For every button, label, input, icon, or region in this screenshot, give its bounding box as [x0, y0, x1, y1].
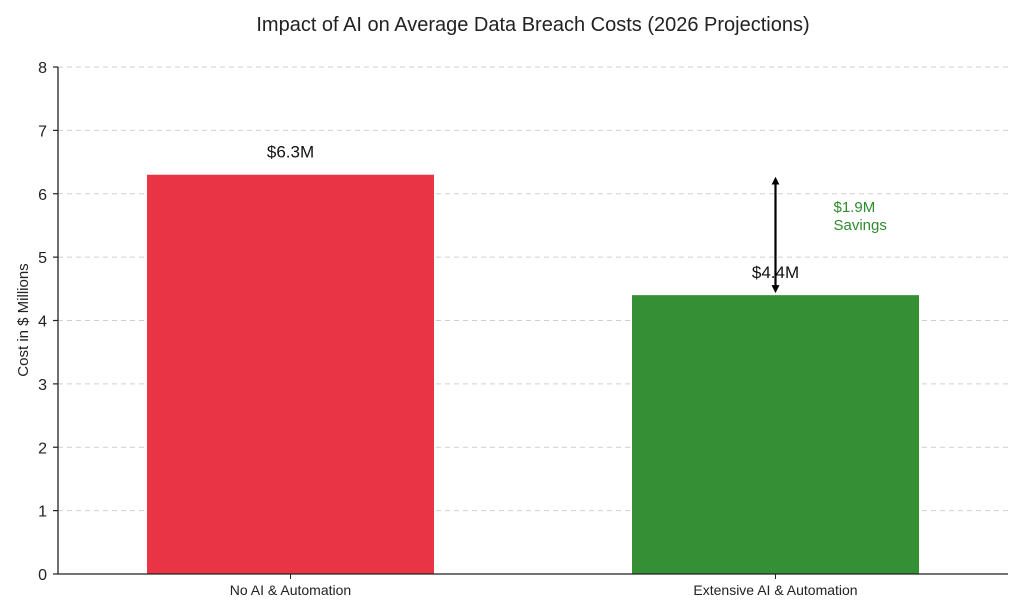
- chart-title: Impact of AI on Average Data Breach Cost…: [256, 14, 809, 36]
- y-tick-label: 8: [38, 60, 47, 77]
- bars: [147, 174, 919, 575]
- bar: [632, 295, 919, 574]
- x-tick-label: No AI & Automation: [230, 582, 351, 598]
- x-tick-label: Extensive AI & Automation: [693, 582, 857, 598]
- data-label: $6.3M: [267, 143, 314, 162]
- y-tick-label: 5: [38, 250, 47, 267]
- y-tick-label: 1: [38, 504, 47, 521]
- savings-label: Savings: [834, 217, 887, 234]
- y-axis-label: Cost in $ Millions: [15, 263, 32, 376]
- savings-label: $1.9M: [834, 199, 876, 216]
- y-tick-label: 0: [38, 567, 47, 584]
- y-tick-label: 3: [38, 377, 47, 394]
- y-tick-label: 6: [38, 187, 47, 204]
- y-tick-label: 4: [38, 314, 47, 331]
- y-tick-label: 2: [38, 440, 47, 457]
- bar: [147, 174, 434, 575]
- y-tick-label: 7: [38, 123, 47, 140]
- y-ticks: 0 1 2 3 4 5 6 7 8: [38, 60, 58, 584]
- x-ticks: No AI & Automation Extensive AI & Automat…: [230, 574, 858, 598]
